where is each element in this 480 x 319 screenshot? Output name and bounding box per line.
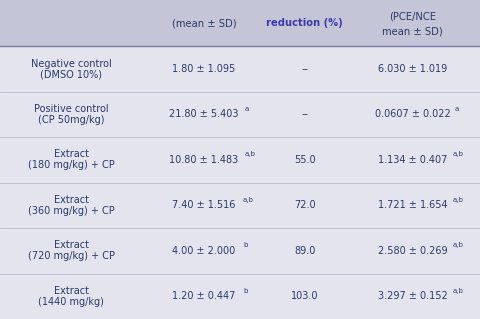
Text: (CP 50mg/kg): (CP 50mg/kg) xyxy=(38,115,104,125)
Text: a: a xyxy=(244,106,249,112)
Text: 1.20 ± 0.447: 1.20 ± 0.447 xyxy=(172,291,236,301)
Text: 1.80 ± 1.095: 1.80 ± 1.095 xyxy=(172,64,236,74)
Text: a,b: a,b xyxy=(453,151,464,157)
Text: (180 mg/kg) + CP: (180 mg/kg) + CP xyxy=(28,160,114,170)
Text: reduction (%): reduction (%) xyxy=(266,18,343,28)
Text: Extract: Extract xyxy=(54,240,88,250)
Text: 1.134 ± 0.407: 1.134 ± 0.407 xyxy=(378,155,447,165)
Text: Positive control: Positive control xyxy=(34,104,108,114)
Text: 103.0: 103.0 xyxy=(291,291,319,301)
Text: 7.40 ± 1.516: 7.40 ± 1.516 xyxy=(172,200,236,210)
Text: a,b: a,b xyxy=(453,197,464,203)
Text: a,b: a,b xyxy=(453,242,464,248)
Text: a,b: a,b xyxy=(243,197,254,203)
Text: 72.0: 72.0 xyxy=(294,200,316,210)
Text: 10.80 ± 1.483: 10.80 ± 1.483 xyxy=(169,155,239,165)
Text: 1.721 ± 1.654: 1.721 ± 1.654 xyxy=(378,200,448,210)
Text: mean ± SD): mean ± SD) xyxy=(383,26,443,36)
Text: b: b xyxy=(243,287,247,293)
Text: 89.0: 89.0 xyxy=(294,246,315,256)
Text: a,b: a,b xyxy=(453,287,464,293)
Text: Negative control: Negative control xyxy=(31,58,111,69)
Text: Extract: Extract xyxy=(54,195,88,205)
Text: a,b: a,b xyxy=(244,151,255,157)
Text: Extract: Extract xyxy=(54,286,88,296)
Text: --: -- xyxy=(301,109,308,119)
Text: 4.00 ± 2.000: 4.00 ± 2.000 xyxy=(172,246,236,256)
Bar xyxy=(0,0,480,46)
Text: (360 mg/kg) + CP: (360 mg/kg) + CP xyxy=(28,206,114,216)
Text: 0.0607 ± 0.022: 0.0607 ± 0.022 xyxy=(375,109,451,119)
Text: a: a xyxy=(455,106,459,112)
Text: 2.580 ± 0.269: 2.580 ± 0.269 xyxy=(378,246,448,256)
Text: (mean ± SD): (mean ± SD) xyxy=(172,18,236,28)
Text: (1440 mg/kg): (1440 mg/kg) xyxy=(38,297,104,307)
Text: --: -- xyxy=(301,64,308,74)
Text: b: b xyxy=(243,242,247,248)
Text: (PCE/NCE: (PCE/NCE xyxy=(389,11,436,21)
Text: 55.0: 55.0 xyxy=(294,155,316,165)
Text: 21.80 ± 5.403: 21.80 ± 5.403 xyxy=(169,109,239,119)
Text: (DMSO 10%): (DMSO 10%) xyxy=(40,70,102,79)
Bar xyxy=(0,46,480,319)
Text: Extract: Extract xyxy=(54,149,88,160)
Text: 6.030 ± 1.019: 6.030 ± 1.019 xyxy=(378,64,447,74)
Text: (720 mg/kg) + CP: (720 mg/kg) + CP xyxy=(27,251,115,261)
Text: 3.297 ± 0.152: 3.297 ± 0.152 xyxy=(378,291,448,301)
